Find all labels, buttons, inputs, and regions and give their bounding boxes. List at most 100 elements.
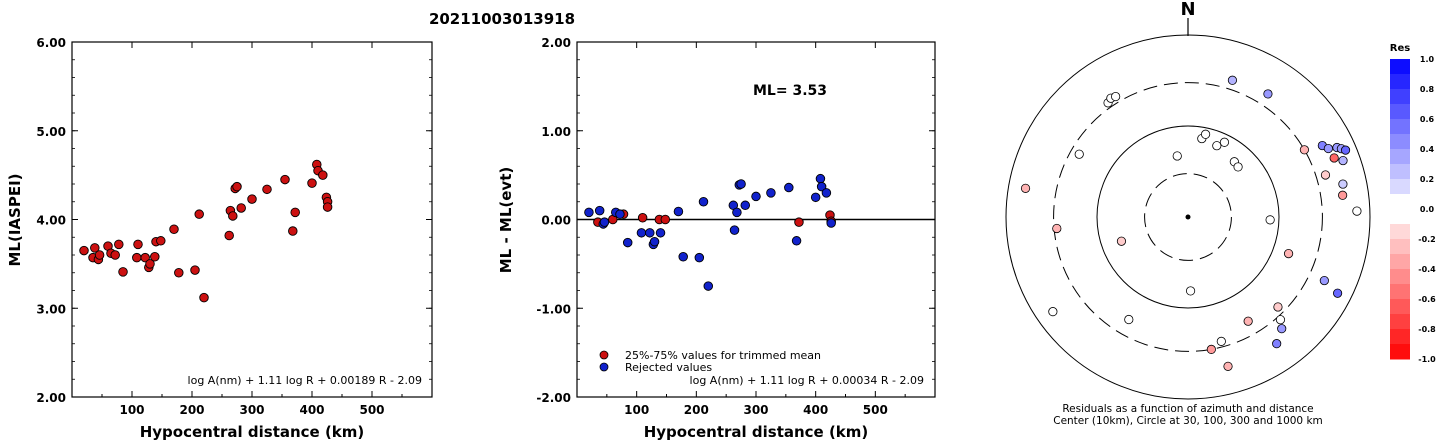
plot-frame — [71, 41, 433, 398]
colorbar-cell — [1390, 74, 1410, 90]
data-point — [660, 214, 671, 225]
data-point — [190, 265, 200, 275]
data-point — [174, 268, 184, 278]
data-point — [751, 191, 761, 202]
data-point — [673, 206, 684, 217]
data-point — [645, 228, 655, 238]
data-point — [288, 226, 298, 236]
colorbar-label: 0.0 — [1420, 205, 1435, 214]
colorbar-cell — [1390, 89, 1410, 105]
data-point — [816, 181, 827, 192]
data-point — [815, 173, 826, 184]
data-point — [615, 209, 625, 219]
station-marker — [1329, 153, 1339, 163]
station-marker — [1212, 141, 1222, 151]
epicenter-marker — [1185, 214, 1191, 220]
data-point — [232, 181, 242, 192]
data-point — [318, 170, 328, 180]
axis-ticks: 100 200 300 400 500 -2.00 -1.00 0.00 1.00 2.00 — [536, 36, 935, 417]
data-point — [703, 281, 714, 291]
colorbar-label: 0.2 — [1420, 175, 1434, 184]
station-marker — [1216, 336, 1226, 346]
station-marker — [1185, 286, 1196, 296]
residual-colorbar: Res 1.0 0.8 0.6 0.4 0.2 0.0 -0.2 -0.4 -0.6 -0.8 -1… — [1390, 43, 1436, 364]
data-point — [736, 179, 746, 189]
colorbar-label: 0.4 — [1420, 145, 1435, 154]
y-tick-label: -2.00 — [536, 391, 571, 405]
station-marker — [1283, 249, 1294, 259]
colorbar-cell — [1390, 149, 1410, 165]
data-point — [307, 178, 317, 188]
x-axis-label: Hypocentral distance (km) — [644, 423, 869, 441]
y-tick-label: 1.00 — [541, 125, 571, 139]
ml-annotation: ML= 3.53 — [753, 83, 827, 99]
station-marker — [1340, 145, 1351, 155]
data-point — [140, 252, 150, 263]
data-point — [810, 192, 821, 203]
station-marker — [1333, 288, 1343, 298]
data-point — [156, 236, 166, 246]
station-marker — [1227, 75, 1238, 85]
colorbar-cell — [1390, 269, 1410, 285]
colorbar-label: 0.6 — [1420, 115, 1435, 124]
colorbar-label: 0.8 — [1420, 85, 1435, 94]
station-marker — [1319, 275, 1329, 286]
station-marker — [1200, 129, 1211, 139]
colorbar-labels: 1.0 0.8 0.6 0.4 0.2 0.0 -0.2 -0.4 -0.6 -0.8 -1.0 — [1418, 55, 1436, 364]
colorbar-cell — [1390, 299, 1410, 315]
legend-label-rejected: Rejected values — [625, 361, 712, 374]
data-point — [636, 228, 647, 238]
ml-iaspei-panel: ML(IASPEI) Hypocentral distance (km) log… — [6, 36, 433, 441]
data-point — [322, 202, 333, 212]
x-axis-label: Hypocentral distance (km) — [140, 423, 365, 441]
data-point — [821, 188, 832, 198]
station-marker — [1299, 145, 1310, 155]
data-points — [79, 159, 333, 303]
data-point — [622, 237, 633, 248]
y-tick-label: 6.00 — [36, 36, 66, 50]
caption-line-2: Center (10km), Circle at 30, 100, 300 an… — [1053, 415, 1323, 427]
colorbar-cells — [1390, 59, 1410, 360]
station-marker — [1273, 302, 1283, 312]
azimuth-residual-panel: N Residuals as a function of azimuth and… — [1005, 0, 1371, 427]
data-point — [584, 207, 594, 218]
data-point — [678, 252, 688, 262]
station-marker — [1338, 179, 1348, 189]
station-marker — [1172, 151, 1182, 161]
legend-marker-trimmed — [599, 350, 609, 360]
data-point — [118, 267, 128, 277]
data-point — [110, 250, 120, 260]
station-marker — [1265, 215, 1275, 225]
data-point — [791, 236, 802, 246]
x-tick-label: 100 — [624, 403, 649, 417]
station-marker — [1272, 339, 1282, 349]
colorbar-cell — [1390, 344, 1410, 360]
colorbar-cell — [1390, 164, 1410, 180]
colorbar-label: -0.8 — [1418, 325, 1436, 334]
data-point — [224, 230, 234, 241]
x-tick-label: 400 — [803, 403, 828, 417]
y-axis-label: ML(IASPEI) — [6, 173, 24, 266]
data-point — [90, 243, 100, 253]
data-point — [637, 212, 648, 223]
data-point — [694, 252, 705, 263]
y-tick-label: -1.00 — [536, 302, 571, 316]
y-tick-label: 3.00 — [36, 302, 66, 316]
x-tick-label: 500 — [863, 403, 888, 417]
station-marker — [1124, 314, 1134, 325]
colorbar-cell — [1390, 224, 1410, 240]
data-point — [133, 239, 143, 250]
data-point — [729, 225, 740, 235]
x-tick-label: 200 — [684, 403, 709, 417]
data-point — [199, 292, 209, 303]
data-point — [826, 218, 836, 228]
station-marker — [1223, 361, 1233, 371]
colorbar-cell — [1390, 179, 1410, 195]
formula-label: log A(nm) + 1.11 log R + 0.00034 R - 2.0… — [690, 374, 924, 387]
data-point — [262, 184, 272, 195]
colorbar-cell — [1390, 314, 1410, 330]
station-marker — [1352, 206, 1362, 216]
data-point — [132, 252, 142, 263]
colorbar-cell — [1390, 209, 1410, 225]
